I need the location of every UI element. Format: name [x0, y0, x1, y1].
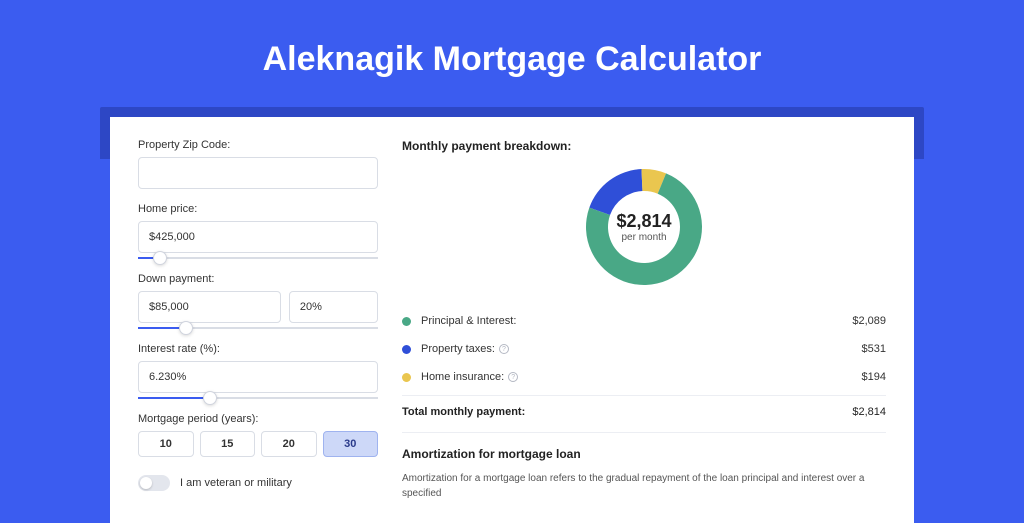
- veteran-row: I am veteran or military: [138, 475, 378, 491]
- period-button-15[interactable]: 15: [200, 431, 256, 457]
- amortization-section: Amortization for mortgage loan Amortizat…: [402, 432, 886, 501]
- legend-dot: [402, 345, 411, 354]
- zip-label: Property Zip Code:: [138, 139, 378, 151]
- breakdown-title: Monthly payment breakdown:: [402, 139, 886, 153]
- rate-label: Interest rate (%):: [138, 343, 378, 355]
- donut-amount: $2,814: [616, 211, 671, 232]
- amortization-title: Amortization for mortgage loan: [402, 447, 886, 461]
- amortization-text: Amortization for a mortgage loan refers …: [402, 471, 886, 501]
- total-value: $2,814: [852, 406, 886, 418]
- breakdown-panel: Monthly payment breakdown: $2,814 per mo…: [402, 139, 886, 501]
- legend-dot: [402, 317, 411, 326]
- donut-chart: $2,814 per month: [582, 165, 706, 289]
- donut-sub: per month: [621, 232, 666, 243]
- form-panel: Property Zip Code: Home price: Down paym…: [138, 139, 378, 501]
- legend-label: Property taxes:?: [421, 343, 862, 355]
- legend-value: $2,089: [852, 315, 886, 327]
- rate-slider-thumb[interactable]: [203, 391, 217, 405]
- rate-input[interactable]: [138, 361, 378, 393]
- home-price-field: Home price:: [138, 203, 378, 259]
- rate-slider[interactable]: [138, 397, 378, 399]
- total-label: Total monthly payment:: [402, 406, 852, 418]
- period-field: Mortgage period (years): 10152030: [138, 413, 378, 457]
- legend-value: $531: [862, 343, 886, 355]
- veteran-toggle[interactable]: [138, 475, 170, 491]
- period-button-10[interactable]: 10: [138, 431, 194, 457]
- period-label: Mortgage period (years):: [138, 413, 378, 425]
- period-button-20[interactable]: 20: [261, 431, 317, 457]
- home-price-slider-thumb[interactable]: [153, 251, 167, 265]
- info-icon[interactable]: ?: [508, 372, 518, 382]
- info-icon[interactable]: ?: [499, 344, 509, 354]
- zip-field: Property Zip Code:: [138, 139, 378, 189]
- down-payment-label: Down payment:: [138, 273, 378, 285]
- legend-row: Home insurance:?$194: [402, 363, 886, 391]
- calculator-card: Property Zip Code: Home price: Down paym…: [110, 117, 914, 523]
- page-title: Aleknagik Mortgage Calculator: [100, 40, 924, 79]
- legend-dot: [402, 373, 411, 382]
- down-payment-pct-input[interactable]: [289, 291, 378, 323]
- down-payment-slider[interactable]: [138, 327, 378, 329]
- down-payment-input[interactable]: [138, 291, 281, 323]
- legend: Principal & Interest:$2,089Property taxe…: [402, 307, 886, 391]
- home-price-slider[interactable]: [138, 257, 378, 259]
- zip-input[interactable]: [138, 157, 378, 189]
- donut-chart-wrap: $2,814 per month: [402, 165, 886, 289]
- legend-label: Principal & Interest:: [421, 315, 852, 327]
- home-price-label: Home price:: [138, 203, 378, 215]
- down-payment-slider-thumb[interactable]: [179, 321, 193, 335]
- total-row: Total monthly payment: $2,814: [402, 395, 886, 432]
- veteran-label: I am veteran or military: [180, 477, 292, 489]
- legend-label: Home insurance:?: [421, 371, 862, 383]
- legend-row: Principal & Interest:$2,089: [402, 307, 886, 335]
- legend-row: Property taxes:?$531: [402, 335, 886, 363]
- period-button-30[interactable]: 30: [323, 431, 379, 457]
- down-payment-field: Down payment:: [138, 273, 378, 329]
- rate-field: Interest rate (%):: [138, 343, 378, 399]
- home-price-input[interactable]: [138, 221, 378, 253]
- legend-value: $194: [862, 371, 886, 383]
